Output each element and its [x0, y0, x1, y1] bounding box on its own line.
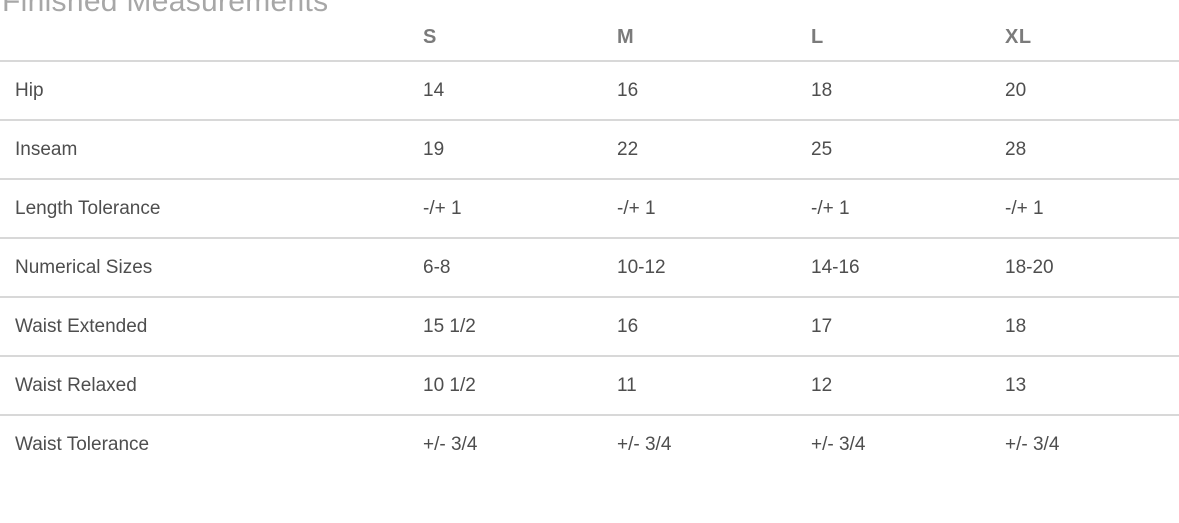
- cell-value: 11: [617, 374, 637, 396]
- row-label: Waist Tolerance: [15, 433, 150, 455]
- row-label: Waist Relaxed: [15, 374, 137, 396]
- row-label: Numerical Sizes: [15, 256, 153, 278]
- row-label: Inseam: [15, 138, 78, 160]
- cell-value: 22: [617, 138, 639, 160]
- cell-value: 18: [1005, 315, 1027, 337]
- cell-value: 20: [1005, 79, 1027, 101]
- empty-corner-header: [0, 14, 408, 61]
- table-row: Waist Tolerance +/- 3/4 +/- 3/4 +/- 3/4 +/- …: [0, 415, 1179, 473]
- cell-value: 12: [811, 374, 833, 396]
- cell-value: -/+ 1: [1005, 197, 1044, 219]
- cell-value: -/+ 1: [423, 197, 462, 219]
- table-row: Length Tolerance -/+ 1 -/+ 1 -/+ 1 -/+ 1: [0, 179, 1179, 238]
- cell-value: 18-20: [1005, 256, 1054, 278]
- cell-value: 17: [811, 315, 833, 337]
- cell-value: 14: [423, 79, 445, 101]
- cell-value: -/+ 1: [811, 197, 850, 219]
- cell-value: 6-8: [423, 256, 451, 278]
- table-row: Waist Relaxed 10 1/2 11 12 13: [0, 356, 1179, 415]
- cell-value: +/- 3/4: [811, 433, 866, 455]
- cell-value: +/- 3/4: [1005, 433, 1060, 455]
- cell-value: 16: [617, 315, 639, 337]
- table-header: S M L XL: [0, 14, 1179, 61]
- column-header-l: L: [811, 25, 824, 48]
- page-title: Finished Measurements: [2, 0, 329, 18]
- cell-value: 14-16: [811, 256, 860, 278]
- cell-value: 10-12: [617, 256, 666, 278]
- cell-value: +/- 3/4: [617, 433, 672, 455]
- table-body: Hip 14 16 18 20 Inseam 19 22 25 28 Length Toleranc…: [0, 61, 1179, 473]
- table-row: Numerical Sizes 6-8 10-12 14-16 18-20: [0, 238, 1179, 297]
- cell-value: 28: [1005, 138, 1027, 160]
- cell-value: 10 1/2: [423, 374, 476, 396]
- cell-value: -/+ 1: [617, 197, 656, 219]
- row-label: Waist Extended: [15, 315, 148, 337]
- cell-value: 18: [811, 79, 833, 101]
- column-header-m: M: [617, 25, 635, 48]
- cell-value: 15 1/2: [423, 315, 476, 337]
- column-header-xl: XL: [1005, 25, 1032, 48]
- column-header-s: S: [423, 25, 437, 48]
- row-label: Hip: [15, 79, 44, 101]
- header-row: S M L XL: [0, 14, 1179, 61]
- table-row: Inseam 19 22 25 28: [0, 120, 1179, 179]
- table-row: Hip 14 16 18 20: [0, 61, 1179, 120]
- cell-value: 25: [811, 138, 833, 160]
- cell-value: 13: [1005, 374, 1027, 396]
- cell-value: 19: [423, 138, 445, 160]
- cell-value: 16: [617, 79, 639, 101]
- measurements-table: S M L XL Hip 14 16 18 20 Inseam 19 22 25 28 Length To…: [0, 14, 1179, 473]
- cell-value: +/- 3/4: [423, 433, 478, 455]
- row-label: Length Tolerance: [15, 197, 161, 219]
- table-row: Waist Extended 15 1/2 16 17 18: [0, 297, 1179, 356]
